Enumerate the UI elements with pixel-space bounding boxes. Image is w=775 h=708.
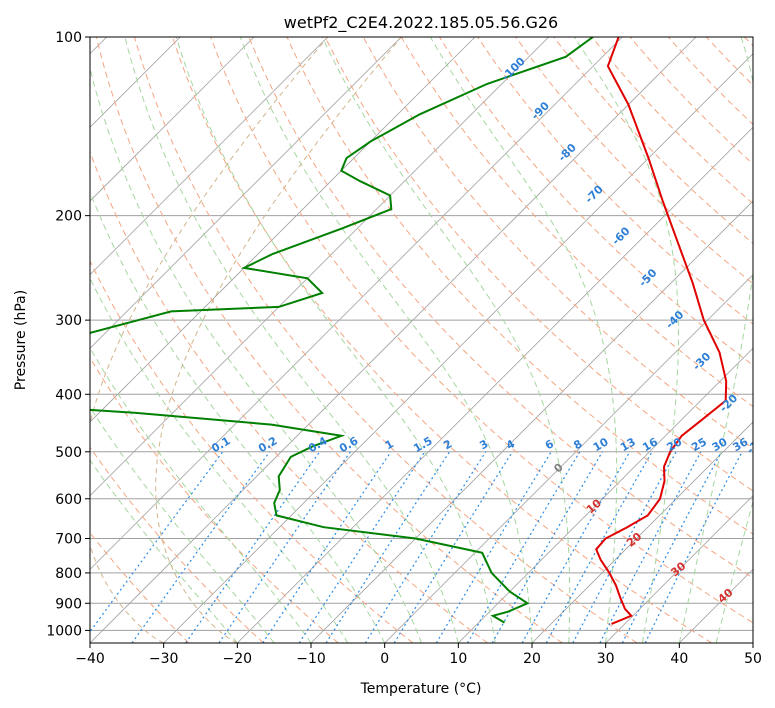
moist-adiabat-line bbox=[239, 37, 533, 643]
isotherm-line bbox=[90, 37, 476, 423]
isotherm-line bbox=[384, 274, 753, 643]
isotherm-line bbox=[605, 495, 753, 643]
chart-title: wetPf2_C2E4.2022.185.05.56.G26 bbox=[284, 13, 558, 33]
moist-adiabat-line bbox=[90, 406, 275, 643]
y-tick-label: 800 bbox=[55, 566, 82, 582]
dry-adiabat-line bbox=[210, 37, 753, 624]
tan-curve-line bbox=[155, 37, 402, 643]
mixing-ratio-line bbox=[466, 451, 581, 643]
moist-adiabat-line bbox=[124, 37, 459, 643]
mixing-ratio-lines bbox=[90, 451, 743, 643]
x-tick-label: −20 bbox=[223, 651, 253, 667]
x-tick-label: −10 bbox=[296, 651, 326, 667]
x-tick-label: 10 bbox=[449, 651, 467, 667]
mixing-ratio-line bbox=[621, 451, 722, 643]
moist-adiabat-line bbox=[90, 459, 238, 643]
mixing-ratio-line bbox=[521, 451, 631, 643]
x-tick-label: 30 bbox=[597, 651, 615, 667]
mixing-ratio-line bbox=[393, 451, 513, 643]
isotherm-line bbox=[237, 126, 753, 643]
moist-adiabat-line bbox=[90, 277, 349, 643]
y-tick-label: 600 bbox=[55, 492, 82, 508]
mixing-ratio-line bbox=[491, 451, 604, 643]
mixing-ratio-line bbox=[90, 451, 224, 633]
dry-adiabat-line bbox=[90, 259, 414, 643]
x-tick-label: 50 bbox=[744, 651, 762, 667]
moist-adiabat-line bbox=[321, 37, 571, 643]
x-tick-label: 0 bbox=[380, 651, 389, 667]
dry-adiabat-lines bbox=[90, 37, 753, 643]
moist-adiabat-label: -10 bbox=[744, 433, 767, 456]
moist-adiabat-line bbox=[90, 346, 312, 643]
y-axis-label: Pressure (hPa) bbox=[13, 290, 29, 390]
isotherm-line bbox=[90, 37, 255, 202]
isotherm-line bbox=[458, 347, 753, 643]
x-tick-label: 20 bbox=[523, 651, 541, 667]
mixing-ratio-line bbox=[644, 451, 743, 643]
y-tick-label: 300 bbox=[55, 313, 82, 329]
temperature-profile-line bbox=[595, 37, 728, 625]
dry-adiabat-line bbox=[172, 37, 712, 643]
moist-adiabat-line bbox=[678, 37, 753, 643]
isotherm-gridlines bbox=[90, 37, 753, 643]
mixing-ratio-line bbox=[185, 451, 321, 643]
mixing-ratio-line bbox=[325, 451, 451, 643]
isotherm-line bbox=[90, 37, 697, 643]
dry-adiabat-line bbox=[515, 37, 753, 285]
isotherm-line bbox=[90, 37, 328, 276]
y-axis: 100 200 300 400 500 600 700 800 900 1000 bbox=[46, 30, 90, 639]
isotherm-line bbox=[531, 421, 753, 643]
dry-adiabat-line bbox=[95, 37, 563, 643]
y-tick-label: 700 bbox=[55, 532, 82, 548]
x-tick-label: −40 bbox=[75, 651, 105, 667]
profile-series bbox=[90, 37, 728, 625]
dry-adiabat-line bbox=[286, 37, 753, 535]
moist-adiabat-line bbox=[429, 37, 618, 643]
mixing-ratio-line bbox=[545, 451, 653, 643]
dewpoint-profile-line bbox=[90, 37, 594, 624]
dry-adiabat-line bbox=[90, 446, 264, 643]
mixing-ratio-line bbox=[131, 451, 271, 643]
dry-adiabat-line bbox=[477, 37, 753, 325]
moist-adiabat-line bbox=[573, 37, 679, 643]
y-tick-label: 200 bbox=[55, 209, 82, 225]
mixing-ratio-line bbox=[572, 451, 677, 643]
x-tick-label: 40 bbox=[670, 651, 688, 667]
mixing-ratio-line bbox=[599, 451, 702, 643]
dry-adiabat-line bbox=[248, 37, 753, 579]
mixing-ratio-line bbox=[298, 451, 426, 643]
y-tick-label: 900 bbox=[55, 596, 82, 612]
x-axis-label: Temperature (°C) bbox=[360, 681, 482, 697]
moist-adiabat-line bbox=[715, 499, 753, 643]
moist-adiabat-line bbox=[90, 190, 386, 643]
y-tick-label: 100 bbox=[55, 30, 82, 46]
dry-adiabat-line bbox=[324, 37, 753, 492]
y-tick-label: 400 bbox=[55, 387, 82, 403]
moist-adiabat-line bbox=[175, 37, 496, 643]
x-axis: −40 −30 −20 −10 0 10 20 30 40 50 bbox=[75, 643, 762, 667]
isotherm-line bbox=[90, 37, 549, 497]
isotherm-line bbox=[90, 37, 402, 349]
tan-curve-lines bbox=[90, 37, 402, 643]
isotherm-line bbox=[163, 53, 753, 643]
plot-frame bbox=[89, 36, 754, 644]
moist-adiabat-line bbox=[90, 66, 422, 643]
x-tick-label: −30 bbox=[149, 651, 179, 667]
isotherm-line bbox=[90, 37, 623, 570]
y-tick-label: 500 bbox=[55, 445, 82, 461]
mixing-ratio-line bbox=[435, 451, 552, 643]
y-tick-label: 1000 bbox=[46, 623, 82, 639]
dry-adiabat-line bbox=[133, 37, 638, 643]
moist-adiabat-lines bbox=[90, 37, 753, 643]
